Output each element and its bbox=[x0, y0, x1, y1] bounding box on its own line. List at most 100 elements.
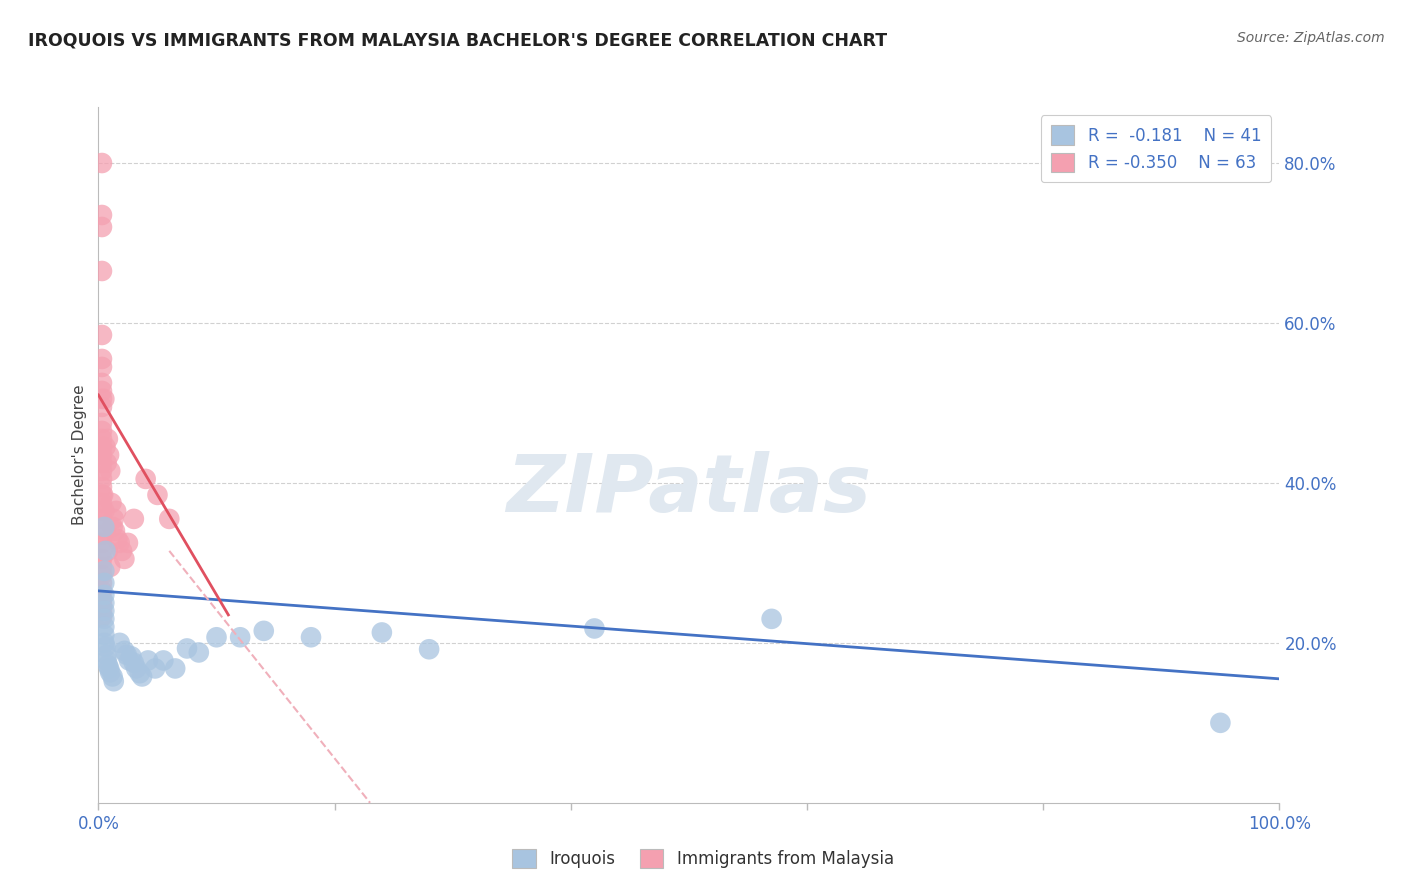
Point bbox=[94, 640, 117, 654]
Point bbox=[94, 544, 117, 558]
Point bbox=[105, 532, 128, 546]
Point bbox=[98, 665, 121, 680]
Point bbox=[91, 416, 114, 430]
Point bbox=[135, 472, 157, 486]
Point bbox=[91, 448, 114, 462]
Point bbox=[96, 456, 118, 470]
Point bbox=[96, 648, 118, 662]
Point bbox=[91, 598, 114, 612]
Point bbox=[115, 648, 138, 662]
Point bbox=[187, 645, 209, 659]
Point bbox=[229, 630, 252, 644]
Point bbox=[176, 641, 198, 656]
Point bbox=[108, 636, 131, 650]
Point bbox=[101, 520, 124, 534]
Point bbox=[93, 504, 115, 518]
Point bbox=[122, 512, 145, 526]
Point bbox=[94, 524, 117, 538]
Point bbox=[108, 536, 131, 550]
Point bbox=[93, 628, 115, 642]
Point bbox=[91, 552, 114, 566]
Point bbox=[152, 653, 174, 667]
Point bbox=[91, 480, 114, 494]
Point bbox=[136, 653, 159, 667]
Point bbox=[112, 644, 135, 658]
Point bbox=[91, 591, 114, 606]
Point bbox=[93, 604, 115, 618]
Point bbox=[117, 536, 139, 550]
Point bbox=[91, 504, 114, 518]
Point bbox=[91, 496, 114, 510]
Text: IROQUOIS VS IMMIGRANTS FROM MALAYSIA BACHELOR'S DEGREE CORRELATION CHART: IROQUOIS VS IMMIGRANTS FROM MALAYSIA BAC… bbox=[28, 31, 887, 49]
Point bbox=[91, 208, 114, 222]
Point bbox=[112, 552, 135, 566]
Point bbox=[93, 520, 115, 534]
Point bbox=[165, 661, 187, 675]
Point bbox=[97, 544, 120, 558]
Point bbox=[100, 496, 122, 510]
Point bbox=[157, 512, 180, 526]
Point bbox=[93, 392, 115, 406]
Y-axis label: Bachelor's Degree: Bachelor's Degree bbox=[72, 384, 87, 525]
Point bbox=[91, 583, 114, 598]
Point bbox=[91, 528, 114, 542]
Point bbox=[91, 432, 114, 446]
Point bbox=[91, 424, 114, 438]
Point bbox=[91, 464, 114, 478]
Point bbox=[125, 661, 148, 675]
Text: Source: ZipAtlas.com: Source: ZipAtlas.com bbox=[1237, 31, 1385, 45]
Point bbox=[93, 575, 115, 590]
Text: ZIPatlas: ZIPatlas bbox=[506, 450, 872, 529]
Point bbox=[91, 488, 114, 502]
Point bbox=[91, 520, 114, 534]
Point bbox=[583, 622, 606, 636]
Point bbox=[143, 661, 166, 675]
Point bbox=[128, 666, 150, 681]
Point bbox=[93, 612, 115, 626]
Point bbox=[91, 575, 114, 590]
Point bbox=[91, 604, 114, 618]
Point bbox=[111, 544, 134, 558]
Point bbox=[103, 512, 125, 526]
Point bbox=[96, 653, 118, 667]
Point bbox=[93, 636, 115, 650]
Point bbox=[371, 625, 394, 640]
Legend: Iroquois, Immigrants from Malaysia: Iroquois, Immigrants from Malaysia bbox=[506, 842, 900, 875]
Point bbox=[91, 328, 114, 343]
Legend: R =  -0.181    N = 41, R = -0.350    N = 63: R = -0.181 N = 41, R = -0.350 N = 63 bbox=[1040, 115, 1271, 182]
Point bbox=[418, 642, 440, 657]
Point bbox=[91, 544, 114, 558]
Point bbox=[103, 674, 125, 689]
Point bbox=[299, 630, 322, 644]
Point bbox=[91, 400, 114, 414]
Point bbox=[93, 588, 115, 602]
Point bbox=[253, 624, 276, 638]
Point bbox=[93, 564, 115, 578]
Point bbox=[105, 504, 128, 518]
Point bbox=[91, 610, 114, 624]
Point bbox=[101, 669, 124, 683]
Point bbox=[104, 524, 127, 538]
Point bbox=[91, 156, 114, 170]
Point bbox=[91, 472, 114, 486]
Point bbox=[94, 440, 117, 454]
Point bbox=[91, 359, 114, 374]
Point bbox=[91, 392, 114, 406]
Point bbox=[131, 669, 153, 683]
Point bbox=[121, 649, 143, 664]
Point bbox=[91, 536, 114, 550]
Point bbox=[91, 384, 114, 398]
Point bbox=[91, 351, 114, 366]
Point bbox=[91, 264, 114, 278]
Point bbox=[93, 596, 115, 610]
Point bbox=[761, 612, 783, 626]
Point bbox=[91, 440, 114, 454]
Point bbox=[91, 219, 114, 234]
Point bbox=[98, 661, 121, 675]
Point bbox=[118, 653, 141, 667]
Point bbox=[98, 560, 121, 574]
Point bbox=[91, 488, 114, 502]
Point bbox=[91, 567, 114, 582]
Point bbox=[97, 658, 120, 673]
Point bbox=[146, 488, 169, 502]
